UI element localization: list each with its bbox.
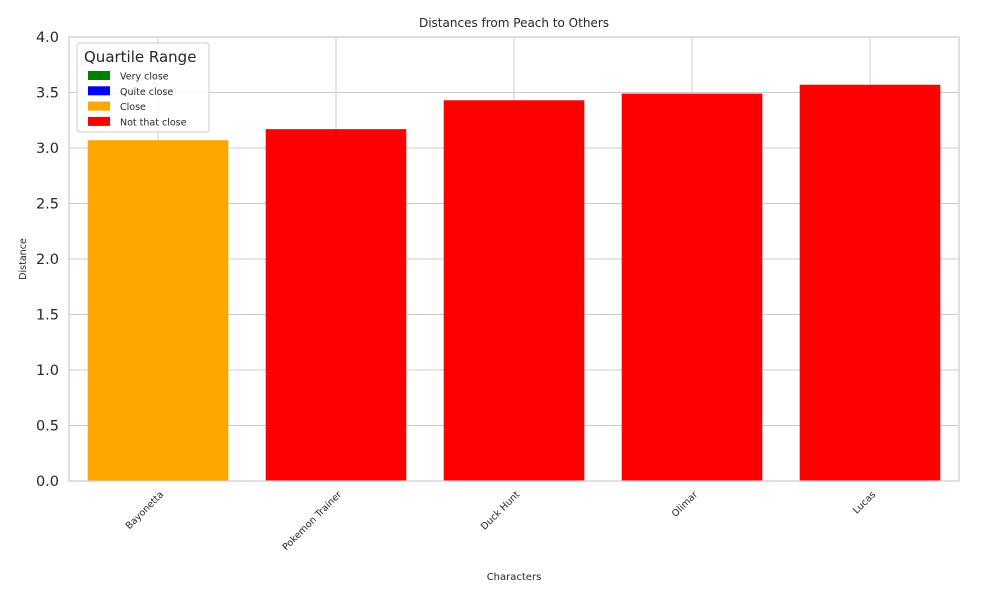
x-axis-label: Characters <box>487 572 542 583</box>
x-tick-label: Pokemon Trainer <box>281 489 345 553</box>
bar-pokemon-trainer <box>265 129 407 481</box>
legend-entry-label: Quite close <box>120 87 173 98</box>
bar-lucas <box>799 84 941 481</box>
legend-entry-label: Close <box>120 102 146 113</box>
y-tick-labels: 0.0 0.5 1.0 1.5 2.0 2.5 3.0 3.5 4.0 <box>36 30 59 490</box>
y-tick-label: 2.0 <box>36 252 59 268</box>
legend-title: Quartile Range <box>84 48 196 66</box>
legend-swatch <box>88 71 110 80</box>
x-tick-label: Lucas <box>851 489 878 516</box>
plot-frame <box>68 36 960 482</box>
legend-swatch <box>88 86 110 96</box>
legend-swatch <box>88 116 110 126</box>
y-tick-label: 1.0 <box>36 363 59 379</box>
y-tick-label: 0.0 <box>36 474 59 490</box>
x-tick-label: Duck Hunt <box>479 489 522 532</box>
y-tick-label: 0.5 <box>36 419 59 435</box>
y-tick-label: 3.0 <box>36 141 59 157</box>
y-tick-label: 2.5 <box>36 197 59 213</box>
bar-bayonetta <box>87 140 229 482</box>
bar-olimar <box>621 93 763 482</box>
y-tick-label: 3.5 <box>36 86 59 102</box>
x-tick-label: Olimar <box>670 489 700 519</box>
bars <box>87 84 941 482</box>
legend-entry-label: Not that close <box>120 117 187 128</box>
legend-swatch <box>88 101 110 111</box>
y-tick-label: 4.0 <box>36 30 59 46</box>
legend: Quartile Range Very close Quite close Clos… <box>76 42 210 133</box>
legend-entries: Very close Quite close Close Not that close <box>88 71 187 128</box>
chart-title: Distances from Peach to Others <box>419 16 609 30</box>
y-axis-label: Distance <box>18 238 29 280</box>
bar-duck-hunt <box>443 100 585 482</box>
y-tick-label: 1.5 <box>36 308 59 324</box>
legend-entry-label: Very close <box>120 72 169 83</box>
x-tick-label: Bayonetta <box>124 489 166 531</box>
x-tick-labels: Bayonetta Pokemon Trainer Duck Hunt Olimar L… <box>124 489 878 553</box>
